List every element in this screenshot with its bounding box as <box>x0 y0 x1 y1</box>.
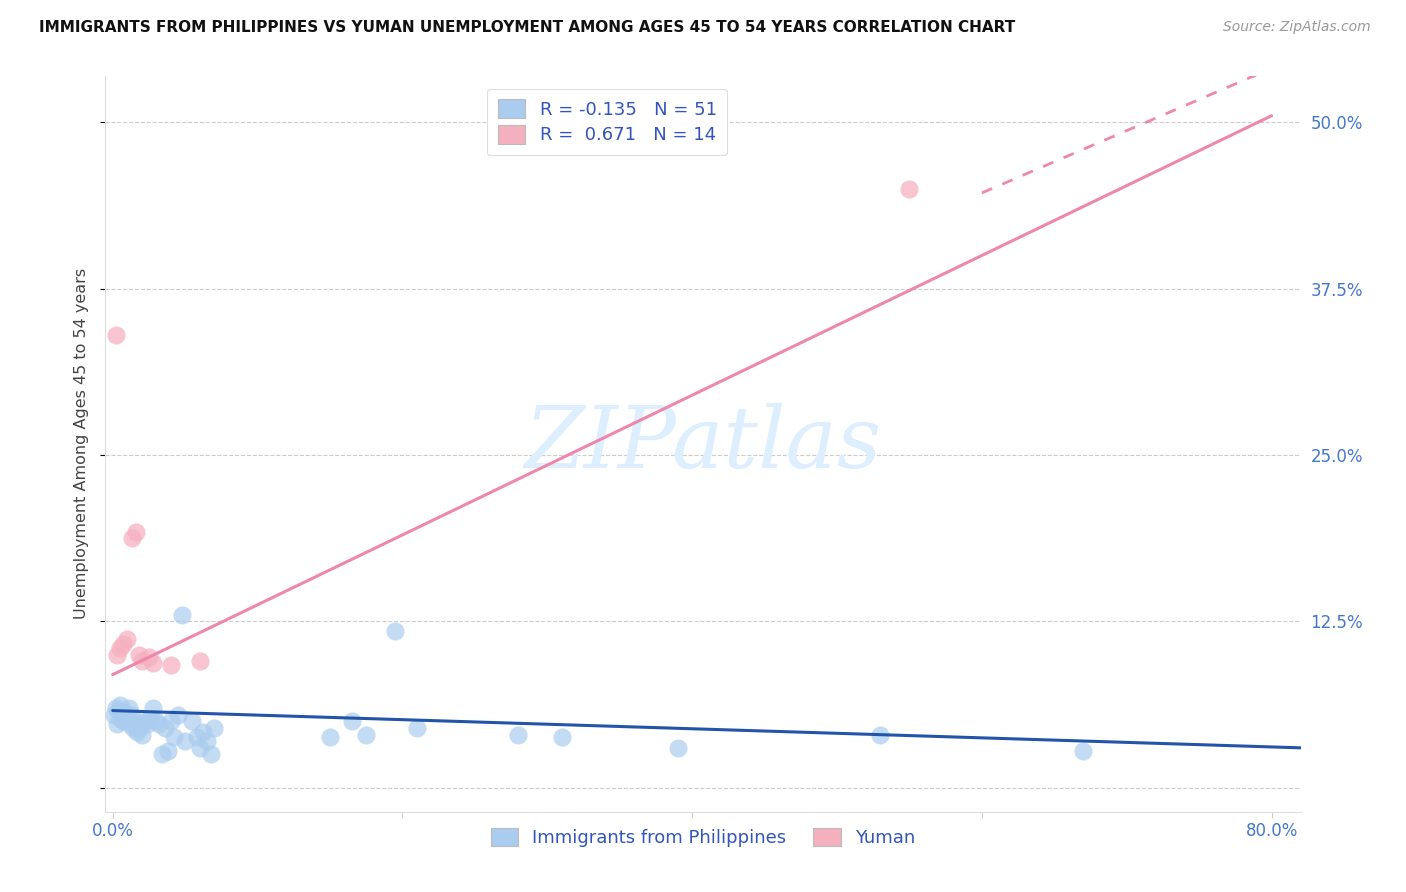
Point <box>354 727 377 741</box>
Point <box>114 707 136 722</box>
Point <box>153 721 176 735</box>
Point <box>131 654 153 668</box>
Point <box>551 730 574 744</box>
Point <box>117 701 139 715</box>
Point <box>104 328 127 343</box>
Point <box>136 717 159 731</box>
Text: IMMIGRANTS FROM PHILIPPINES VS YUMAN UNEMPLOYMENT AMONG AGES 45 TO 54 YEARS CORR: IMMIGRANTS FROM PHILIPPINES VS YUMAN UNE… <box>39 20 1015 35</box>
Point <box>188 740 211 755</box>
Point <box>115 712 138 726</box>
Point <box>120 717 142 731</box>
Point <box>145 714 167 729</box>
Point <box>107 704 129 718</box>
Point <box>115 632 138 646</box>
Point <box>319 730 342 744</box>
Point <box>111 714 134 729</box>
Point <box>162 730 184 744</box>
Point <box>666 740 689 755</box>
Point <box>181 714 204 729</box>
Text: Source: ZipAtlas.com: Source: ZipAtlas.com <box>1223 20 1371 34</box>
Point <box>124 714 146 729</box>
Point <box>112 704 135 718</box>
Point <box>127 724 149 739</box>
Point <box>195 734 218 748</box>
Point <box>406 721 429 735</box>
Point <box>869 727 891 741</box>
Point <box>159 714 181 729</box>
Point <box>191 724 214 739</box>
Text: ZIPatlas: ZIPatlas <box>524 402 882 485</box>
Point <box>142 656 165 670</box>
Point <box>148 717 170 731</box>
Point <box>340 714 363 729</box>
Point <box>384 624 406 638</box>
Point <box>125 717 148 731</box>
Point <box>508 727 530 741</box>
Point <box>898 182 921 196</box>
Point <box>1071 743 1094 757</box>
Point <box>104 701 127 715</box>
Point <box>105 717 128 731</box>
Point <box>188 654 211 668</box>
Point <box>128 648 150 662</box>
Point <box>202 721 225 735</box>
Point <box>121 531 143 545</box>
Point <box>131 727 153 741</box>
Legend: Immigrants from Philippines, Yuman: Immigrants from Philippines, Yuman <box>484 821 922 855</box>
Point <box>174 734 197 748</box>
Y-axis label: Unemployment Among Ages 45 to 54 years: Unemployment Among Ages 45 to 54 years <box>75 268 90 619</box>
Point <box>142 701 165 715</box>
Point <box>138 650 160 665</box>
Point <box>172 607 194 622</box>
Point <box>156 743 179 757</box>
Point <box>105 648 128 662</box>
Point <box>110 712 132 726</box>
Point <box>122 721 145 735</box>
Point <box>150 747 173 762</box>
Point <box>134 714 156 729</box>
Point <box>121 707 143 722</box>
Point <box>186 730 208 744</box>
Point <box>129 717 152 731</box>
Point <box>139 712 162 726</box>
Point <box>128 721 150 735</box>
Point <box>159 658 181 673</box>
Point <box>108 698 131 713</box>
Point <box>167 707 190 722</box>
Point <box>111 637 134 651</box>
Point <box>108 641 131 656</box>
Point <box>200 747 222 762</box>
Point <box>125 525 148 540</box>
Point <box>103 707 125 722</box>
